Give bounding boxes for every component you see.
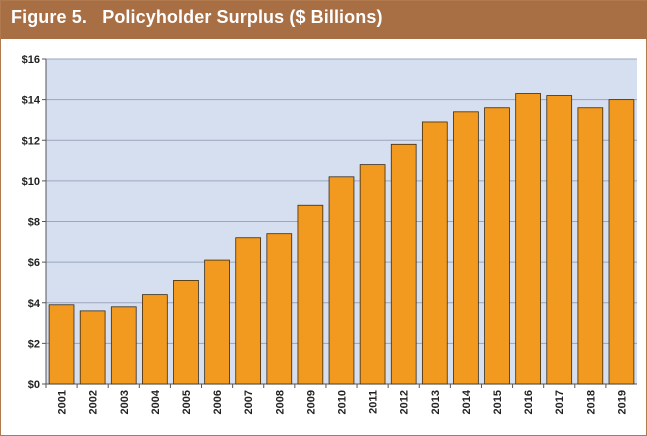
- x-tick-label: 2005: [181, 390, 193, 414]
- x-tick-label: 2014: [461, 389, 473, 414]
- bar-2005: [173, 280, 199, 385]
- x-tick-label: 2007: [243, 390, 255, 414]
- y-tick-label: $0: [28, 379, 40, 391]
- bar-2014: [453, 111, 479, 385]
- x-tick-label: 2003: [119, 390, 131, 414]
- x-tick-label: 2012: [399, 390, 411, 414]
- x-tick-label: 2017: [554, 390, 566, 414]
- bar-2015: [484, 107, 510, 385]
- bar-2010: [328, 176, 355, 385]
- y-tick-label: $6: [28, 257, 40, 269]
- figure-title: Figure 5. Policyholder Surplus ($ Billio…: [11, 7, 383, 27]
- bar-2008: [266, 233, 293, 385]
- x-tick-label: 2004: [150, 389, 162, 414]
- bar-2019: [608, 99, 635, 385]
- bar-2016: [515, 93, 541, 385]
- x-tick-label: 2016: [523, 390, 535, 414]
- bar-2013: [421, 121, 448, 385]
- x-tick-label: 2019: [616, 390, 628, 414]
- y-tick-label: $4: [28, 298, 41, 310]
- bar-2009: [297, 204, 324, 385]
- bar-2018: [577, 107, 604, 385]
- y-tick-label: $2: [28, 338, 40, 350]
- bar-2007: [235, 237, 262, 385]
- bar-2006: [204, 259, 230, 385]
- y-tick-label: $12: [22, 135, 40, 147]
- x-tick-label: 2002: [88, 390, 100, 414]
- y-tick-label: $14: [22, 95, 41, 107]
- x-tick-label: 2013: [430, 390, 442, 414]
- x-tick-label: 2010: [337, 390, 349, 414]
- bar-2004: [142, 294, 168, 385]
- x-tick-label: 2011: [368, 390, 380, 414]
- figure-header: Figure 5. Policyholder Surplus ($ Billio…: [1, 1, 647, 39]
- y-tick-label: $8: [28, 217, 40, 229]
- x-tick-label: 2018: [585, 390, 597, 414]
- y-tick-label: $10: [22, 176, 40, 188]
- bar-2012: [390, 143, 417, 385]
- x-tick-label: 2015: [492, 390, 504, 414]
- bar-2002: [79, 310, 106, 385]
- bar-2017: [546, 95, 573, 385]
- x-tick-label: 2006: [212, 390, 224, 414]
- bar-2011: [359, 164, 386, 385]
- bar-chart: $0 $2 $4 $6 $8 $10 $12 $14 $16 2001 2002 2003 2004 20…: [22, 54, 637, 414]
- y-tick-label: $16: [22, 54, 40, 66]
- bar-2001: [48, 304, 75, 385]
- x-tick-label: 2008: [274, 390, 286, 414]
- bar-2003: [110, 306, 137, 385]
- x-tick-label: 2001: [57, 390, 69, 414]
- x-tick-label: 2009: [305, 390, 317, 414]
